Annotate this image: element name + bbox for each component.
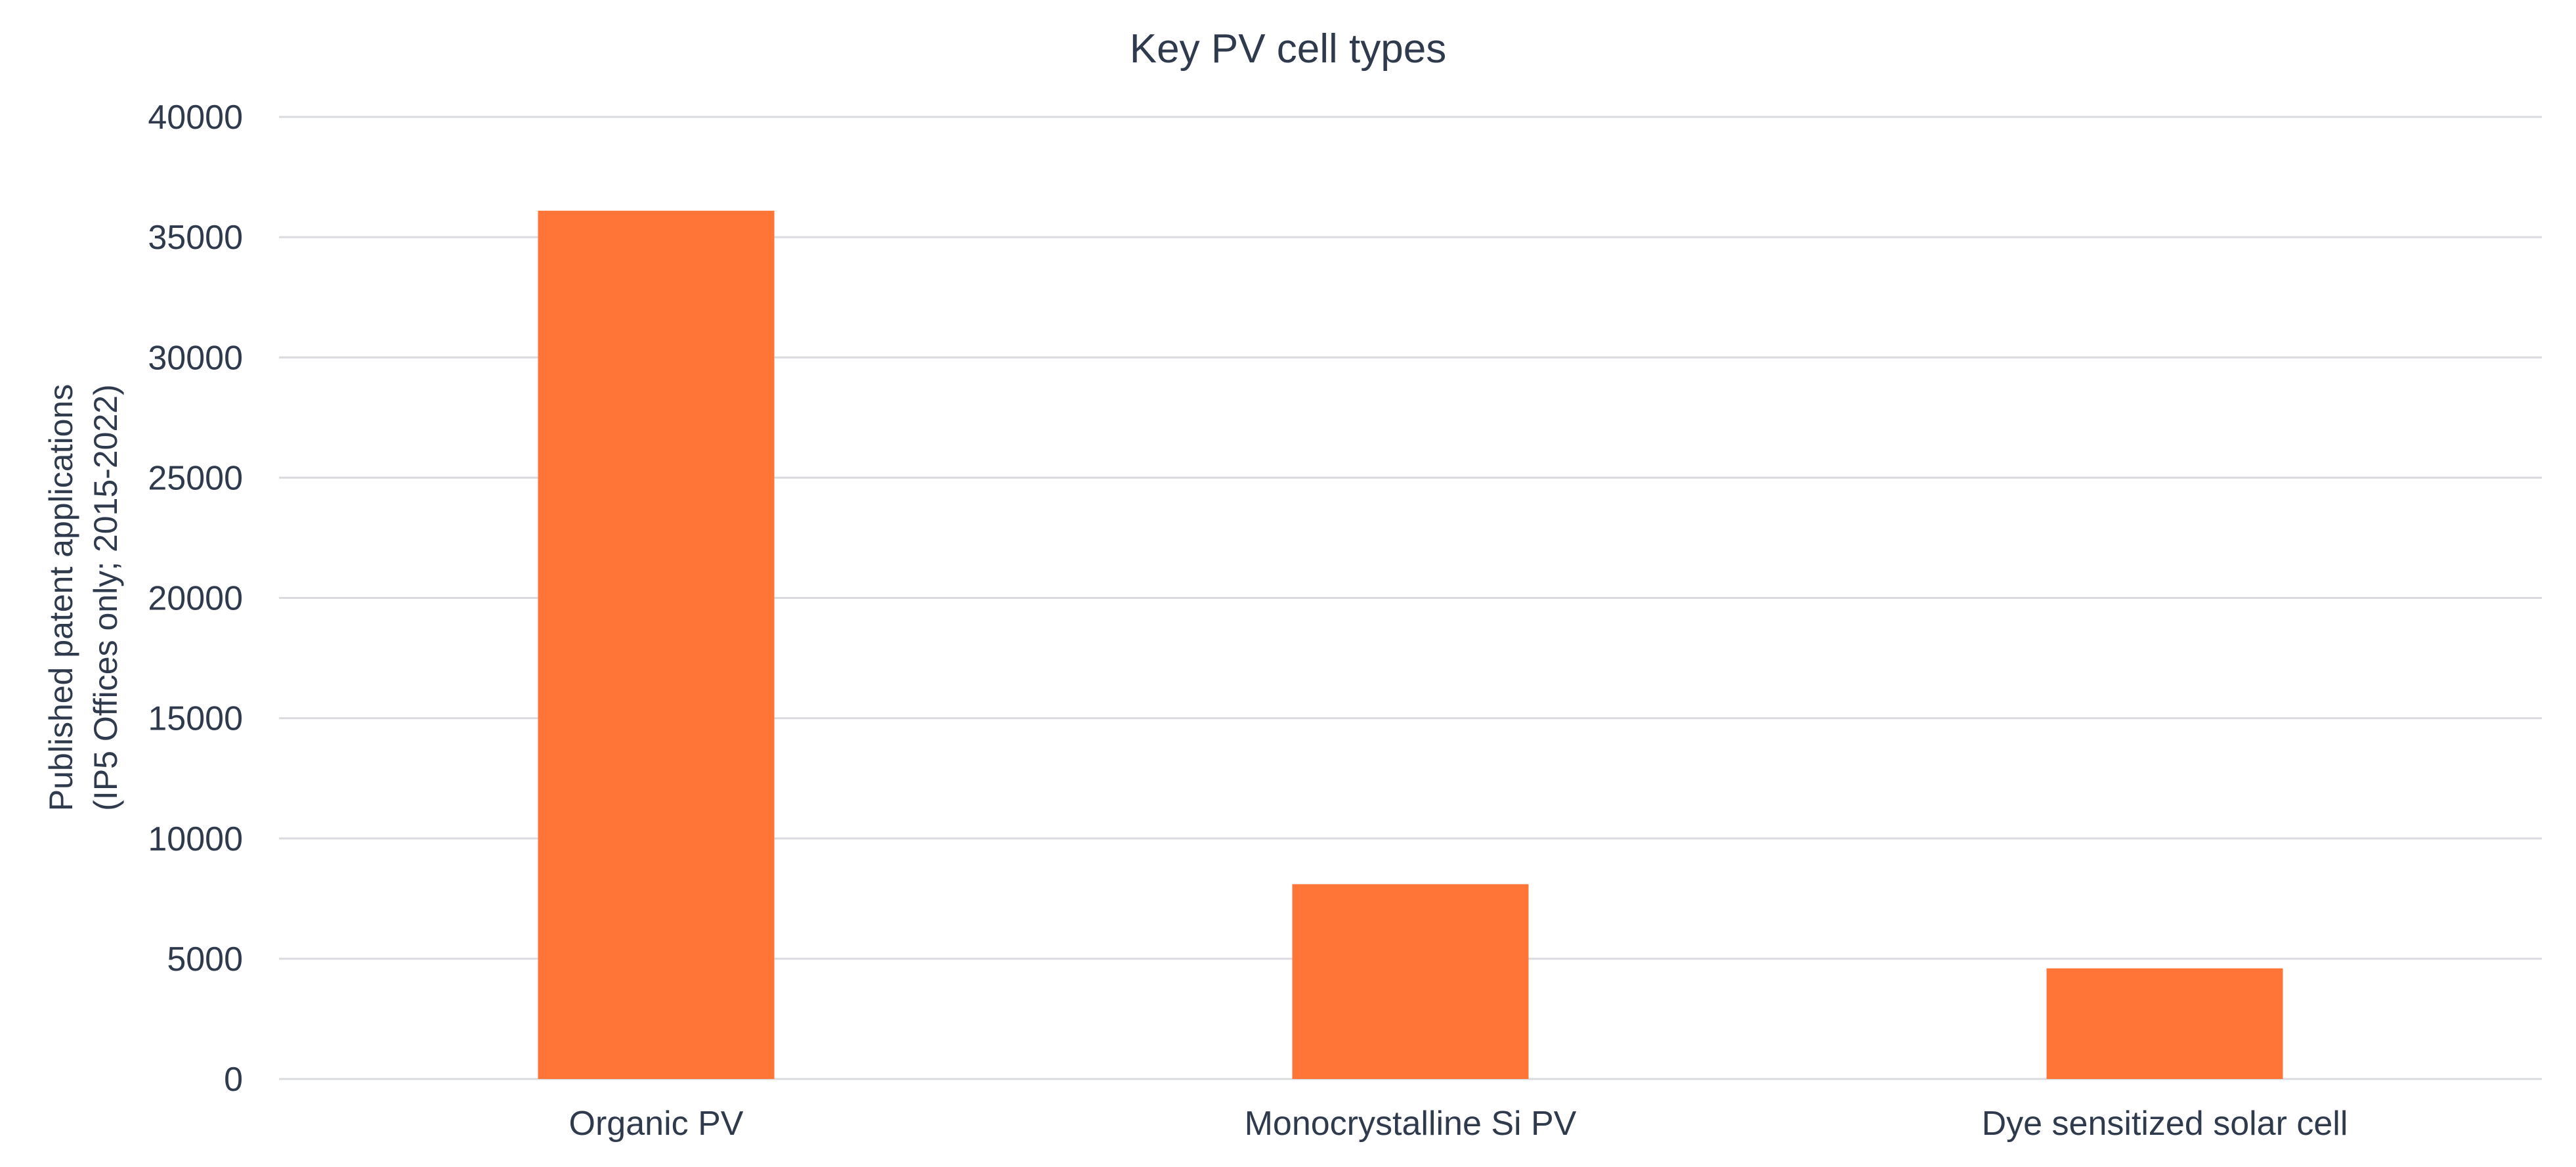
y-axis-label-line-1: Published patent applications: [43, 384, 79, 811]
y-axis-label-line-2: (IP5 Offices only; 2015-2022): [87, 384, 124, 810]
bar: [1292, 884, 1529, 1079]
x-tick-label: Dye sensitized solar cell: [1982, 1105, 2348, 1143]
y-tick-label: 0: [224, 1061, 243, 1099]
y-tick-label: 25000: [148, 459, 243, 497]
y-tick-label: 30000: [148, 339, 243, 377]
y-axis-label: Published patent applications (IP5 Offic…: [43, 384, 124, 811]
bar: [2046, 968, 2283, 1079]
y-tick-label: 10000: [148, 820, 243, 858]
x-axis-ticks: Organic PV Monocrystalline Si PV Dye sensi…: [569, 1105, 2348, 1143]
x-tick-label: Monocrystalline Si PV: [1245, 1105, 1577, 1143]
y-axis-ticks: 0 5000 10000 15000 20000 25000 30000 35000 40000: [148, 99, 243, 1099]
x-tick-label: Organic PV: [569, 1105, 744, 1143]
chart-title: Key PV cell types: [1130, 26, 1446, 72]
y-tick-label: 5000: [167, 940, 243, 979]
y-tick-label: 40000: [148, 99, 243, 137]
y-tick-label: 15000: [148, 700, 243, 738]
y-tick-label: 35000: [148, 219, 243, 257]
bar: [538, 210, 775, 1079]
bars: [538, 210, 2283, 1079]
y-tick-label: 20000: [148, 580, 243, 618]
